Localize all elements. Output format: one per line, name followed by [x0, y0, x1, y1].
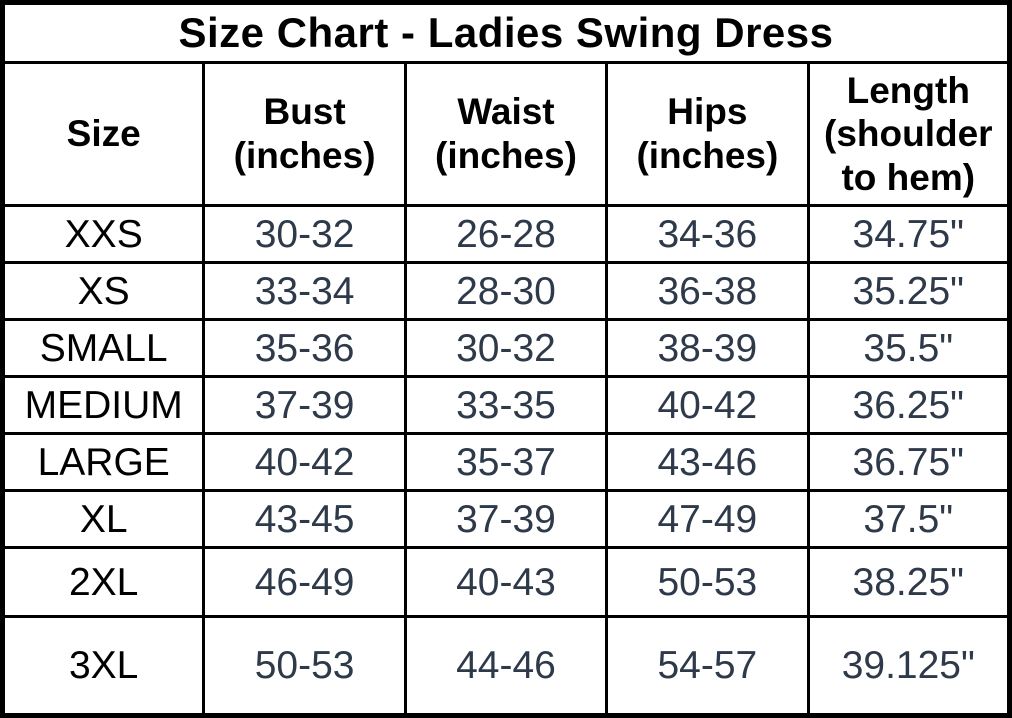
value-cell: 38-39: [605, 318, 810, 378]
value-cell: 30-32: [403, 318, 609, 378]
table-row: XL 43-45 37-39 47-49 37.5": [0, 489, 1012, 549]
value-cell: 35.25": [806, 261, 1012, 321]
value-cell: 54-57: [605, 615, 810, 717]
column-header-length: Length (shoulder to hem): [806, 61, 1012, 207]
value-cell: 36-38: [605, 261, 810, 321]
value-cell: 34-36: [605, 204, 810, 264]
value-cell: 40-42: [605, 375, 810, 435]
size-cell: XL: [0, 489, 206, 549]
value-cell: 46-49: [202, 546, 407, 618]
value-cell: 35-37: [403, 432, 609, 492]
value-cell: 50-53: [605, 546, 810, 618]
value-cell: 37.5": [806, 489, 1012, 549]
header-row: Size Bust (inches) Waist (inches) Hips (…: [0, 61, 1012, 207]
value-cell: 47-49: [605, 489, 810, 549]
title-row: Size Chart - Ladies Swing Dress: [1, 1, 1011, 64]
value-cell: 43-46: [605, 432, 810, 492]
value-cell: 33-34: [202, 261, 407, 321]
value-cell: 39.125": [806, 615, 1012, 717]
value-cell: 34.75": [806, 204, 1012, 264]
value-cell: 36.75": [806, 432, 1012, 492]
table-row: SMALL 35-36 30-32 38-39 35.5": [0, 318, 1012, 378]
size-cell: XXS: [0, 204, 206, 264]
column-header-bust: Bust (inches): [202, 61, 407, 207]
size-cell: 2XL: [0, 546, 206, 618]
value-cell: 37-39: [202, 375, 407, 435]
value-cell: 35-36: [202, 318, 407, 378]
size-cell: 3XL: [0, 615, 206, 717]
value-cell: 38.25": [806, 546, 1012, 618]
table-body: XXS 30-32 26-28 34-36 34.75" XS 33-34 28-30 36-3…: [0, 204, 1012, 717]
column-header-waist: Waist (inches): [403, 61, 609, 207]
table-title: Size Chart - Ladies Swing Dress: [1, 1, 1011, 64]
value-cell: 26-28: [403, 204, 609, 264]
value-cell: 50-53: [202, 615, 407, 717]
size-cell: MEDIUM: [0, 375, 206, 435]
table-row: LARGE 40-42 35-37 43-46 36.75": [0, 432, 1012, 492]
value-cell: 43-45: [202, 489, 407, 549]
value-cell: 40-42: [202, 432, 407, 492]
value-cell: 35.5": [806, 318, 1012, 378]
value-cell: 36.25": [806, 375, 1012, 435]
table-row: XXS 30-32 26-28 34-36 34.75": [0, 204, 1012, 264]
size-cell: XS: [0, 261, 206, 321]
value-cell: 30-32: [202, 204, 407, 264]
table-row: XS 33-34 28-30 36-38 35.25": [0, 261, 1012, 321]
column-header-size: Size: [0, 61, 206, 207]
table-row: 2XL 46-49 40-43 50-53 38.25": [0, 546, 1012, 618]
table-row: 3XL 50-53 44-46 54-57 39.125": [0, 615, 1012, 717]
size-cell: SMALL: [0, 318, 206, 378]
value-cell: 44-46: [403, 615, 609, 717]
table-row: MEDIUM 37-39 33-35 40-42 36.25": [0, 375, 1012, 435]
value-cell: 40-43: [403, 546, 609, 618]
value-cell: 33-35: [403, 375, 609, 435]
column-header-hips: Hips (inches): [605, 61, 810, 207]
size-cell: LARGE: [0, 432, 206, 492]
value-cell: 37-39: [403, 489, 609, 549]
value-cell: 28-30: [403, 261, 609, 321]
